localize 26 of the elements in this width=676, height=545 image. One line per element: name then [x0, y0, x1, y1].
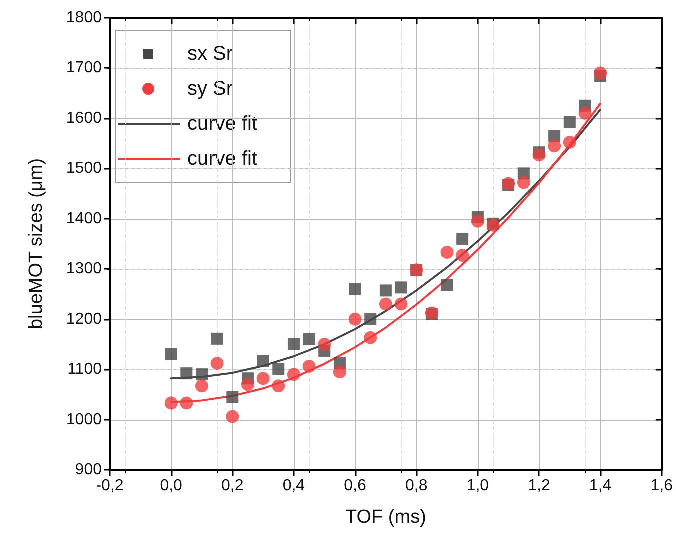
y-tick-label: 1700 [66, 60, 102, 77]
x-tick-label: 1,0 [466, 478, 490, 494]
legend-label: sy Sr [188, 78, 234, 100]
y-tick-label: 1000 [66, 411, 102, 428]
y-tick-label: 1100 [68, 361, 102, 378]
y-tick-label: 900 [75, 462, 102, 478]
y-tick-label: 1500 [66, 160, 102, 178]
x-tick-label: -0,2 [96, 478, 124, 494]
legend-label: curve fit [188, 113, 258, 135]
x-tick-label: 0,8 [405, 478, 428, 494]
x-axis-title: TOF (ms) [345, 507, 426, 528]
x-tick-label: 0,6 [344, 478, 366, 494]
y-tick-label: 1800 [66, 10, 102, 26]
y-tick-label: 1600 [66, 110, 102, 127]
legend-label: curve fit [188, 148, 258, 170]
x-tick-label: 1,6 [650, 478, 674, 494]
y-axis-title: blueMOT sizes (μm) [26, 158, 47, 330]
x-tick-label: 0,2 [222, 478, 244, 494]
y-tick-label: 1200 [66, 310, 102, 328]
y-tick-label: 1400 [66, 210, 102, 228]
x-tick-label: 0,4 [282, 478, 306, 494]
y-tick-label: 1300 [66, 260, 102, 278]
x-tick-label: 1,4 [589, 478, 612, 494]
x-tick-label: 1,2 [528, 478, 550, 494]
x-tick-label: 0,0 [160, 478, 183, 494]
legend-label: sx Sr [188, 43, 234, 65]
